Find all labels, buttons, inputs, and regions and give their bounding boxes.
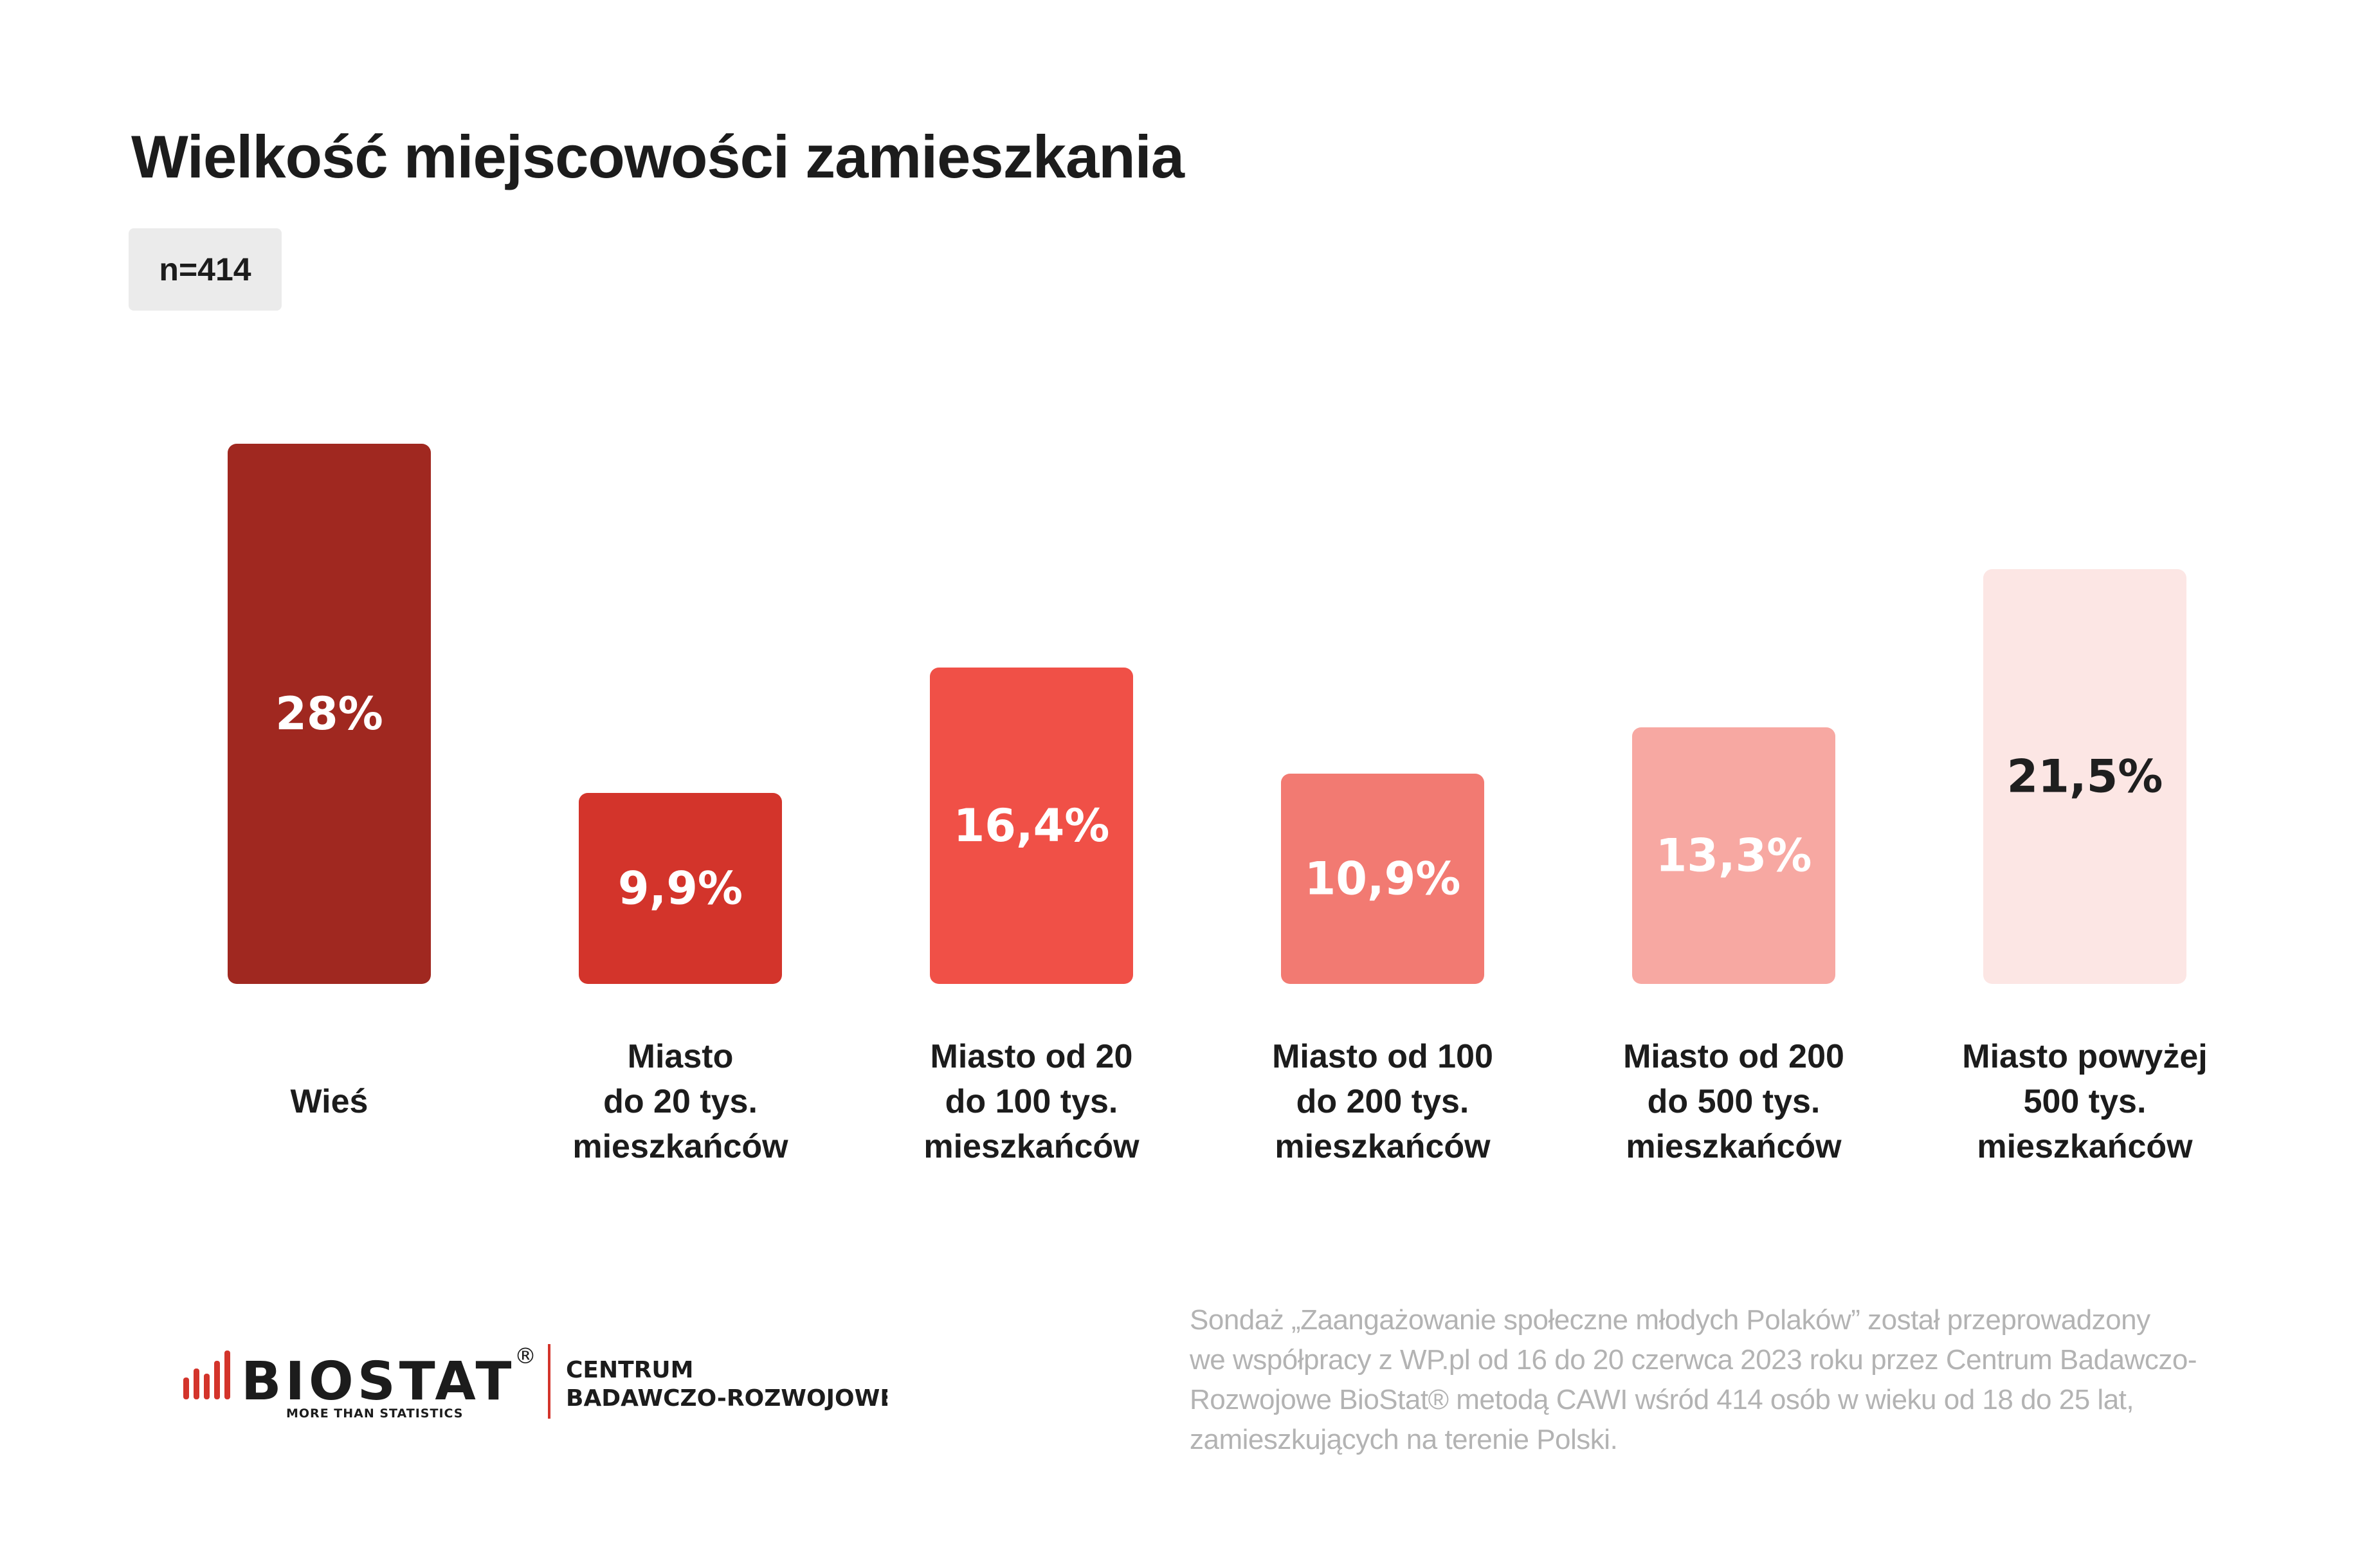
category-label-5: Miasto od 200 [1623, 1038, 1844, 1075]
value-label-3: 16,4% [954, 799, 1110, 852]
survey-note: Sondaż „Zaangażowanie społeczne młodych … [1190, 1300, 2283, 1460]
bar-1 [228, 444, 431, 984]
sample-size-badge: n=414 [129, 228, 282, 311]
category-label-2: mieszkańców [572, 1128, 788, 1165]
category-label-2: Miasto [628, 1038, 734, 1075]
category-label-6: 500 tys. [2024, 1083, 2147, 1120]
value-label-2: 9,9% [618, 862, 743, 915]
bar-2 [579, 793, 782, 984]
category-label-4: do 200 tys. [1296, 1083, 1469, 1120]
divider [548, 1344, 550, 1419]
bar-3 [930, 668, 1133, 984]
category-label-5: do 500 tys. [1648, 1083, 1821, 1120]
category-label-5: mieszkańców [1626, 1128, 1842, 1165]
survey-note-line: we współpracy z WP.pl od 16 do 20 czerwc… [1190, 1344, 2197, 1376]
bar-6 [1983, 569, 2186, 984]
survey-note-line: zamieszkujących na terenie Polski. [1190, 1424, 1618, 1455]
bar-5 [1632, 727, 1835, 984]
survey-note-line: Rozwojowe BioStat® metodą CAWI wśród 414… [1190, 1384, 2134, 1415]
bar-chart: 28% 9,9% 16,4% 10,9% 13,3% 21,5% Wieś Miasto do… [228, 444, 2208, 1165]
division-line-2: BADAWCZO-ROZWOJOWE [566, 1385, 887, 1412]
category-label-4: Miasto od 100 [1272, 1038, 1493, 1075]
value-label-4: 10,9% [1305, 853, 1461, 905]
registered-mark: ® [514, 1343, 536, 1369]
category-label-2: do 20 tys. [603, 1083, 758, 1120]
category-label-3: do 100 tys. [945, 1083, 1118, 1120]
value-labels-layer: 28% 9,9% 16,4% 10,9% 13,3% 21,5% [275, 687, 2163, 915]
brand-wordmark: BIOSTAT [241, 1351, 515, 1412]
bar-4 [1281, 774, 1484, 984]
category-label-4: mieszkańców [1275, 1128, 1491, 1165]
brand-tagline: MORE THAN STATISTICS [286, 1406, 464, 1421]
category-labels-layer: Wieś Miasto do 20 tys. mieszkańców Miasto od… [291, 1038, 2208, 1165]
category-label-6: mieszkańców [1977, 1128, 2193, 1165]
category-label-3: Miasto od 20 [931, 1038, 1133, 1075]
page-title: Wielkość miejscowości zamieszkania [131, 123, 1185, 190]
bars-icon [183, 1350, 230, 1399]
biostat-logo: BIOSTAT ® MORE THAN STATISTICS CENTRUM B… [183, 1343, 887, 1421]
bars-layer [228, 444, 2186, 984]
value-label-1: 28% [275, 687, 383, 740]
value-label-5: 13,3% [1656, 830, 1812, 882]
category-label-1: Wieś [291, 1083, 368, 1120]
survey-note-line: Sondaż „Zaangażowanie społeczne młodych … [1190, 1304, 2150, 1336]
category-label-6: Miasto powyżej [1962, 1038, 2207, 1075]
division-line-1: CENTRUM [566, 1357, 693, 1383]
value-label-6: 21,5% [2007, 750, 2163, 803]
category-label-3: mieszkańców [923, 1128, 1140, 1165]
